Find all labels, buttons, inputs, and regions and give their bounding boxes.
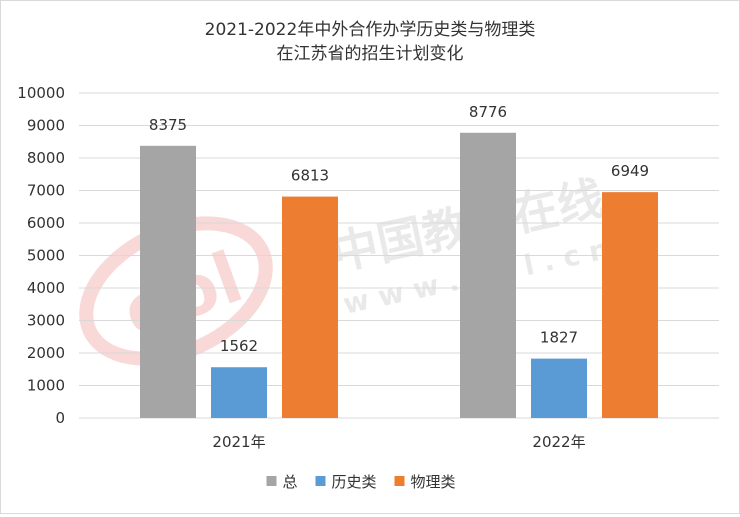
bar-3-2 [602, 192, 658, 418]
y-tick-label: 9000 [27, 117, 65, 135]
legend-swatch [266, 476, 277, 486]
data-labels: 8375 1562 6813 8776 1827 6949 [149, 103, 649, 355]
data-label: 8375 [149, 116, 187, 134]
y-tick-label: 2000 [27, 344, 65, 362]
legend-label: 总 [283, 473, 298, 491]
data-label: 6949 [611, 162, 649, 180]
data-label: 1827 [540, 329, 578, 347]
bar-1-1 [140, 145, 196, 418]
y-tick-label: 1000 [27, 377, 65, 395]
legend-swatch [394, 476, 405, 486]
data-label: 8776 [469, 103, 507, 121]
y-tick-label: 5000 [27, 247, 65, 265]
y-tick-label: 10000 [17, 84, 65, 102]
bars [140, 132, 658, 418]
data-label: 6813 [291, 167, 329, 185]
y-axis-ticks: 0 1000 2000 3000 4000 5000 6000 7000 8000 9000 100… [17, 84, 65, 427]
bar-1-2 [460, 132, 516, 418]
y-tick-label: 7000 [27, 182, 65, 200]
legend: 总 历史类 物理类 [266, 473, 456, 491]
legend-swatch [315, 476, 326, 486]
bar-2-1 [211, 367, 267, 418]
category-labels: 2021年 2022年 [212, 433, 585, 451]
bar-2-2 [531, 358, 587, 418]
y-tick-label: 3000 [27, 312, 65, 330]
y-tick-label: 8000 [27, 149, 65, 167]
bar-3-1 [282, 196, 338, 418]
chart-title-line-2: 在江苏省的招生计划变化 [277, 44, 464, 64]
data-label: 1562 [220, 337, 258, 355]
legend-label: 历史类 [332, 473, 377, 491]
y-tick-label: 6000 [27, 214, 65, 232]
x-category-label: 2022年 [532, 433, 585, 451]
legend-label: 物理类 [411, 473, 456, 491]
y-tick-label: 4000 [27, 279, 65, 297]
x-category-label: 2021年 [212, 433, 265, 451]
chart-title-line-1: 2021-2022年中外合作办学历史类与物理类 [205, 20, 536, 40]
y-tick-label: 0 [55, 409, 65, 427]
